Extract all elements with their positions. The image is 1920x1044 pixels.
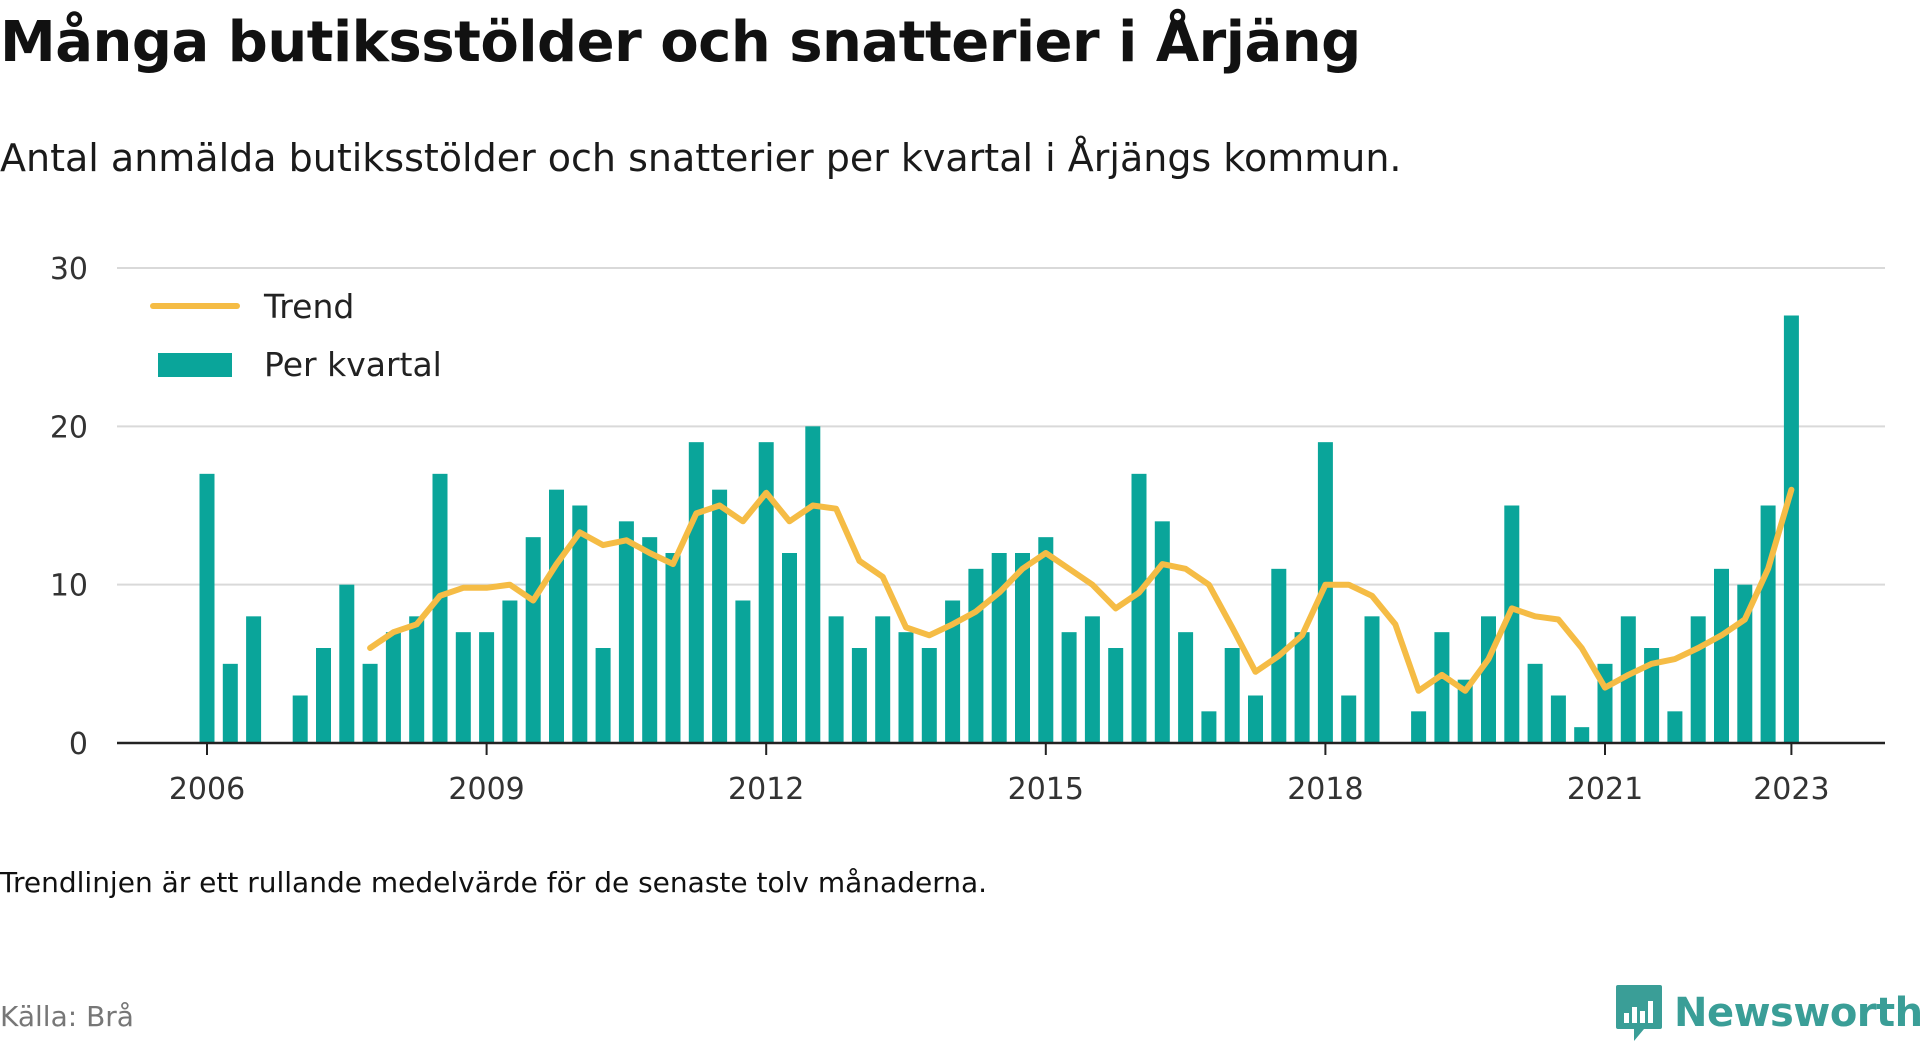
- bar: [1108, 648, 1124, 743]
- bar: [921, 648, 937, 743]
- bar: [828, 616, 844, 743]
- bar: [618, 521, 634, 743]
- bar: [1527, 663, 1543, 743]
- x-tick-label: 2006: [169, 772, 245, 807]
- bar: [199, 473, 215, 743]
- x-tick-label: 2018: [1287, 772, 1363, 807]
- y-tick-label: 10: [50, 569, 88, 604]
- bar: [222, 663, 238, 743]
- y-tick-label: 30: [50, 252, 88, 287]
- bar: [735, 600, 751, 743]
- x-tick-label: 2012: [728, 772, 804, 807]
- newsworthy-logo-icon: [1616, 985, 1662, 1041]
- legend: Trend Per kvartal: [150, 287, 442, 384]
- bar: [758, 442, 774, 743]
- bar: [875, 616, 891, 743]
- bar: [385, 632, 401, 743]
- bar: [1317, 442, 1333, 743]
- bar: [1224, 648, 1240, 743]
- grid-lines: [117, 267, 1885, 586]
- bar: [1783, 315, 1799, 743]
- bar: [1248, 695, 1263, 743]
- bar: [968, 568, 984, 743]
- bar: [1667, 711, 1683, 743]
- bar: [1178, 632, 1194, 743]
- bar: [1201, 711, 1217, 743]
- y-tick-label: 20: [50, 410, 88, 445]
- x-axis-ticks: 2006 2009 2012 2015 2018 2021 2023: [169, 743, 1830, 807]
- bar: [991, 553, 1007, 743]
- bar: [898, 632, 914, 743]
- bar: [1644, 648, 1660, 743]
- chart-title: Många butiksstölder och snatterier i Årj…: [0, 10, 1361, 75]
- brand-name: Newsworthy: [1674, 990, 1920, 1036]
- x-tick-label: 2023: [1753, 772, 1829, 807]
- footnote: Trendlinjen är ett rullande medelvärde f…: [0, 866, 988, 899]
- y-axis-ticks: 0 10 20 30: [50, 252, 88, 762]
- bar: [782, 553, 797, 743]
- x-tick-label: 2009: [448, 772, 524, 807]
- bar: [945, 600, 961, 743]
- bar: [1038, 537, 1054, 743]
- y-tick-label: 0: [69, 727, 88, 762]
- bar: [851, 648, 867, 743]
- legend-bars-swatch: [158, 353, 232, 377]
- bar: [246, 616, 262, 743]
- chart: 0 10 20 30 2006 2009 2012 2015 2018 2021 2023 Tre…: [50, 252, 1885, 807]
- bar: [316, 648, 331, 743]
- bar: [1131, 473, 1147, 743]
- legend-bars-label: Per kvartal: [264, 345, 442, 384]
- bar: [1061, 632, 1077, 743]
- bar: [1364, 616, 1380, 743]
- bar: [525, 537, 541, 743]
- bar: [409, 616, 425, 743]
- bar: [1550, 695, 1566, 743]
- bar: [572, 505, 588, 743]
- bar: [1341, 695, 1357, 743]
- bar: [292, 695, 308, 743]
- bar: [1504, 505, 1520, 743]
- bar: [502, 600, 518, 743]
- chart-subtitle: Antal anmälda butiksstölder och snatteri…: [0, 136, 1402, 180]
- bar: [665, 553, 681, 743]
- bar: [1714, 568, 1729, 743]
- bar: [1015, 553, 1030, 743]
- bar: [805, 426, 821, 743]
- bar: [1294, 632, 1310, 743]
- bar: [595, 648, 611, 743]
- bar: [688, 442, 704, 743]
- bar: [1690, 616, 1706, 743]
- x-tick-label: 2015: [1008, 772, 1084, 807]
- bar: [1434, 632, 1450, 743]
- bar: [1574, 727, 1590, 743]
- bar: [1620, 616, 1636, 743]
- bar: [1154, 521, 1170, 743]
- bar: [455, 632, 471, 743]
- source-text: Källa: Brå: [0, 1000, 134, 1033]
- bar: [549, 489, 564, 743]
- bar: [712, 489, 728, 743]
- bars-series: [199, 315, 1799, 743]
- bar: [1084, 616, 1100, 743]
- bar: [1457, 679, 1473, 743]
- bar: [642, 537, 658, 743]
- bar: [1481, 616, 1496, 743]
- legend-trend-label: Trend: [263, 287, 354, 326]
- bar: [479, 632, 495, 743]
- trend-line: [367, 486, 1795, 694]
- bar: [1411, 711, 1427, 743]
- brand-logo: Newsworthy: [1614, 982, 1920, 1044]
- bar: [362, 663, 378, 743]
- bar: [339, 584, 355, 743]
- x-tick-label: 2021: [1567, 772, 1643, 807]
- bar: [432, 473, 448, 743]
